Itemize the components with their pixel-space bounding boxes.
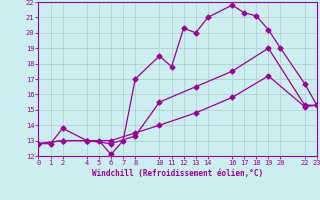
X-axis label: Windchill (Refroidissement éolien,°C): Windchill (Refroidissement éolien,°C) bbox=[92, 169, 263, 178]
